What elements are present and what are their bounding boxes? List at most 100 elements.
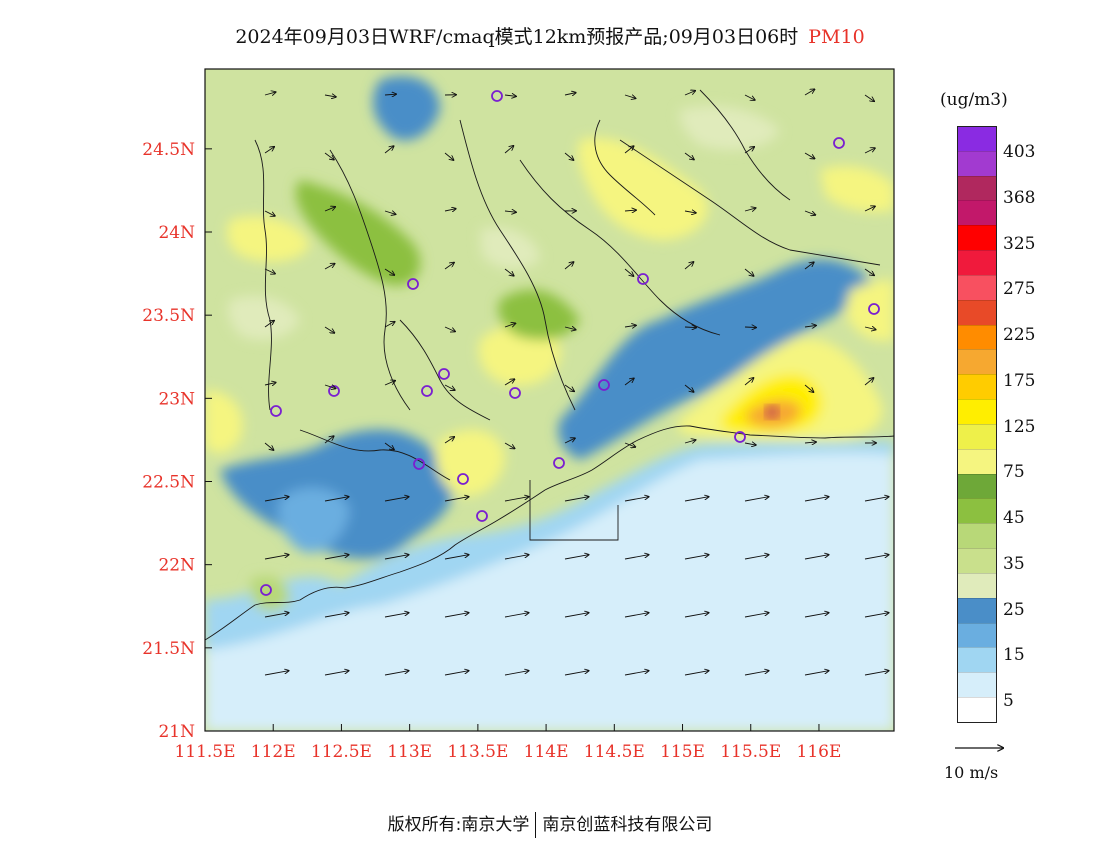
wind-arrow bbox=[564, 497, 589, 502]
wind-arrow bbox=[804, 555, 829, 560]
wind-arrow bbox=[324, 264, 335, 270]
wind-arrow bbox=[324, 326, 334, 333]
wind-arrow bbox=[564, 671, 589, 676]
map-title: 2024年09月03日WRF/cmaq模式12km预报产品;09月03日06时 P… bbox=[0, 22, 1100, 49]
wind-vectors bbox=[264, 89, 889, 676]
wind-arrow bbox=[384, 268, 394, 275]
wind-arrow bbox=[264, 613, 289, 618]
wind-arrow bbox=[384, 211, 395, 214]
wind-arrow bbox=[444, 326, 455, 331]
footer-left: 版权所有:南京大学 bbox=[387, 815, 530, 835]
wind-arrow bbox=[264, 268, 275, 274]
x-tick-label: 116E bbox=[797, 742, 842, 762]
legend-swatch bbox=[958, 498, 996, 524]
wind-arrow bbox=[624, 325, 636, 327]
latitude-labels: 24.5N 24N 23.5N 23N 22.5N 22N 21.5N 21N bbox=[142, 140, 195, 742]
y-tick-label: 23.5N bbox=[142, 306, 195, 326]
wind-arrow bbox=[744, 378, 753, 386]
wind-arrow bbox=[804, 210, 815, 215]
wind-arrow bbox=[684, 613, 709, 618]
wind-reference-label: 10 m/s bbox=[944, 763, 999, 782]
wind-arrow bbox=[744, 443, 756, 445]
wind-arrow bbox=[804, 442, 816, 443]
wind-arrow bbox=[384, 442, 394, 449]
wind-arrow bbox=[504, 613, 529, 618]
legend-swatch bbox=[958, 200, 996, 226]
wind-arrow bbox=[564, 262, 574, 270]
wind-arrow bbox=[804, 262, 814, 270]
wind-arrow bbox=[744, 268, 754, 276]
wind-arrow bbox=[744, 147, 754, 154]
wind-arrow bbox=[864, 555, 889, 560]
wind-arrow bbox=[264, 383, 276, 385]
color-legend bbox=[957, 126, 997, 723]
wind-arrow bbox=[684, 555, 709, 560]
wind-arrow bbox=[384, 671, 409, 676]
wind-arrow bbox=[624, 613, 649, 618]
wind-arrow bbox=[384, 381, 395, 386]
legend-swatch bbox=[958, 697, 996, 722]
legend-swatch bbox=[958, 523, 996, 549]
wind-arrow bbox=[384, 497, 409, 502]
x-tick-label: 113.5E bbox=[447, 742, 508, 762]
legend-swatch bbox=[958, 274, 996, 300]
wind-arrow bbox=[624, 95, 635, 98]
wind-arrow bbox=[864, 497, 889, 502]
wind-arrow bbox=[804, 613, 829, 618]
wind-arrow bbox=[324, 207, 335, 212]
x-tick-label: 114E bbox=[524, 742, 569, 762]
wind-arrow bbox=[504, 95, 516, 96]
wind-arrow bbox=[504, 146, 513, 154]
wind-arrow bbox=[684, 497, 709, 502]
wind-arrow bbox=[444, 209, 456, 211]
legend-label: 35 bbox=[1003, 553, 1025, 574]
legend-swatch bbox=[958, 473, 996, 499]
wind-arrow bbox=[804, 497, 829, 502]
legend-swatch bbox=[958, 622, 996, 648]
wind-arrow bbox=[864, 268, 874, 275]
legend-label: 368 bbox=[1003, 187, 1036, 208]
wind-arrow bbox=[864, 613, 889, 618]
wind-arrow bbox=[684, 384, 694, 392]
legend-swatch bbox=[958, 399, 996, 424]
wind-arrow bbox=[264, 321, 274, 328]
legend-swatch bbox=[958, 127, 996, 151]
y-tick-label: 24.5N bbox=[142, 140, 195, 160]
legend-label: 5 bbox=[1003, 691, 1014, 711]
wind-arrow bbox=[504, 268, 514, 276]
wind-arrow bbox=[744, 208, 756, 211]
wind-arrow bbox=[504, 555, 529, 560]
legend-unit: (ug/m3) bbox=[940, 90, 1008, 110]
legend-label: 175 bbox=[1003, 370, 1036, 391]
longitude-labels: 111.5E 112E 112.5E 113E 113.5E 114E 114.5E 115E… bbox=[174, 742, 841, 762]
wind-arrow bbox=[504, 379, 514, 386]
wind-arrow bbox=[504, 323, 515, 328]
x-tick-label: 112.5E bbox=[311, 742, 372, 762]
wind-arrow bbox=[864, 327, 876, 330]
admin-boundaries bbox=[205, 89, 894, 641]
y-tick-label: 21N bbox=[158, 722, 195, 742]
wind-arrow bbox=[444, 384, 455, 390]
legend-swatch bbox=[958, 150, 996, 176]
legend-swatch bbox=[958, 175, 996, 201]
wind-arrow bbox=[324, 436, 334, 444]
plot-frame bbox=[204, 68, 895, 732]
legend-swatch bbox=[958, 299, 996, 325]
wind-arrow bbox=[324, 671, 349, 676]
wind-arrow bbox=[624, 497, 649, 502]
wind-arrow bbox=[624, 210, 636, 211]
wind-arrow bbox=[504, 442, 515, 448]
wind-arrow bbox=[804, 384, 813, 392]
wind-arrow bbox=[384, 322, 395, 328]
wind-arrow bbox=[324, 95, 336, 97]
wind-arrow bbox=[264, 442, 273, 450]
wind-arrow bbox=[264, 671, 289, 676]
wind-arrow bbox=[744, 555, 769, 560]
wind-arrow bbox=[624, 378, 634, 386]
legend-label: 275 bbox=[1003, 279, 1036, 300]
legend-swatch bbox=[958, 672, 996, 698]
wind-arrow bbox=[444, 437, 454, 444]
wind-arrow bbox=[264, 92, 276, 95]
wind-arrow bbox=[504, 497, 529, 502]
wind-arrow bbox=[744, 497, 769, 502]
